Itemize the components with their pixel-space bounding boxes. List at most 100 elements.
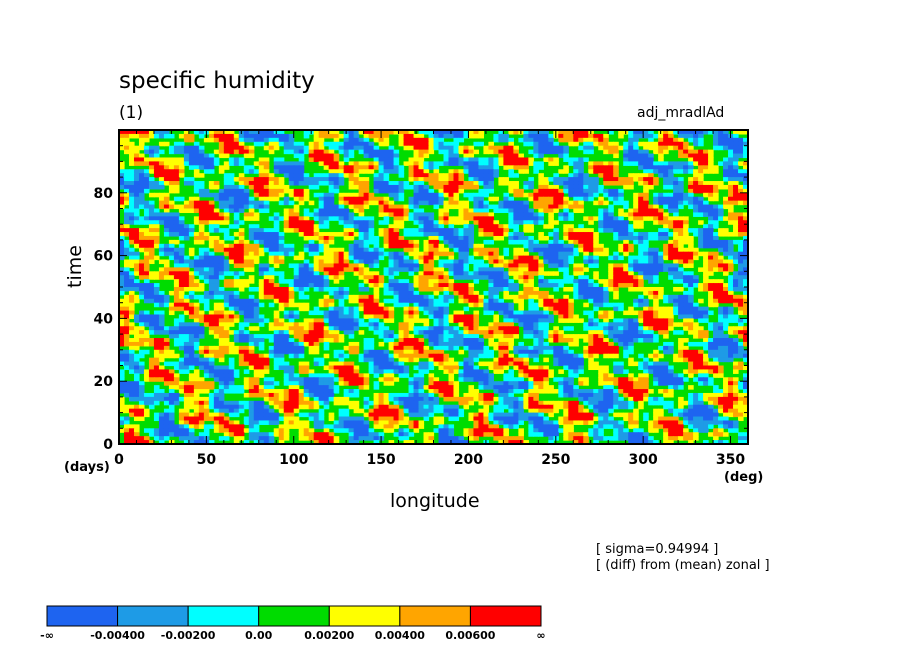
field-cell [358,216,365,221]
field-cell [738,145,744,151]
field-cell [693,208,699,214]
field-cell [493,208,499,214]
field-cell [388,255,395,261]
field-cell [448,235,455,241]
field-cell [413,243,420,249]
field-cell [493,149,499,155]
field-cell [738,224,744,229]
field-cell [593,259,599,265]
field-cell [418,259,425,265]
field-cell [463,326,470,331]
field-cell [438,224,445,229]
field-cell [588,283,594,288]
field-cell [608,224,614,229]
field-cell [578,224,584,229]
field-cell [598,141,604,147]
field-cell [538,318,544,323]
field-cell [223,310,230,316]
field-cell [743,267,748,272]
field-cell [438,279,445,284]
field-cell [588,181,594,186]
field-cell [173,330,180,335]
field-cell [223,314,230,319]
field-cell [283,247,290,253]
field-cell [268,149,275,155]
field-cell [458,243,465,249]
field-cell [383,326,390,331]
field-cell [718,334,724,339]
field-cell [538,184,544,190]
field-cell [293,283,300,288]
field-cell [338,318,345,323]
field-cell [443,161,450,166]
field-cell [288,177,295,182]
field-cell [388,200,395,206]
field-cell [408,165,415,170]
field-cell [119,173,125,178]
field-cell [603,247,609,253]
field-cell [208,161,215,166]
field-cell [148,169,155,174]
field-cell [743,239,748,245]
field-cell [308,283,315,288]
field-cell [318,243,325,249]
field-cell [463,181,470,186]
field-cell [553,200,559,206]
field-cell [623,141,629,147]
field-cell [148,228,155,233]
field-cell [478,298,485,304]
field-cell [478,247,485,253]
field-cell [248,169,255,174]
field-cell [123,133,130,139]
field-cell [123,130,130,135]
field-cell [478,271,485,276]
field-cell [638,263,644,268]
field-cell [423,259,430,265]
field-cell [673,259,679,265]
field-cell [598,310,604,316]
field-cell [523,283,529,288]
field-cell [718,232,724,237]
field-cell [593,181,599,186]
field-cell [578,133,584,139]
field-cell [663,200,669,206]
field-cell [208,294,215,300]
field-cell [513,181,519,186]
field-cell [443,302,450,308]
field-cell [188,228,195,233]
field-cell [548,133,554,139]
field-cell [498,133,504,139]
field-cell [578,263,584,268]
field-cell [543,314,549,319]
field-cell [498,208,504,214]
field-cell [438,318,445,323]
field-cell [433,247,440,253]
field-cell [238,188,245,194]
field-cell [558,310,564,316]
field-cell [718,216,724,221]
field-cell [328,157,335,162]
field-cell [688,133,694,139]
field-cell [119,228,125,233]
field-cell [288,228,295,233]
field-cell [148,235,155,241]
field-cell [298,271,305,276]
field-cell [743,177,748,182]
field-cell [233,338,240,343]
field-cell [578,294,584,300]
field-cell [738,184,744,190]
field-cell [683,251,689,257]
field-cell [273,247,280,253]
field-cell [413,306,420,312]
field-cell [583,326,589,331]
field-cell [573,133,579,139]
field-cell [643,318,649,323]
field-cell [323,165,330,170]
field-cell [268,251,275,257]
field-cell [248,184,255,190]
field-cell [713,181,719,186]
field-cell [698,133,704,139]
field-cell [203,302,210,308]
field-cell [378,306,385,312]
field-cell [223,145,230,151]
